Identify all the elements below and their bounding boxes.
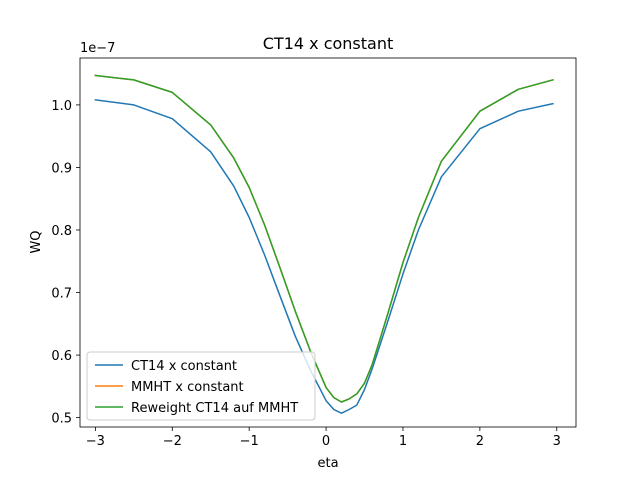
- x-axis-label: eta: [317, 456, 338, 471]
- x-tick-label: −1: [240, 434, 259, 449]
- y-offset-label: 1e−7: [80, 41, 115, 56]
- x-axis: −3 −2 −1 0 1 2 3: [86, 427, 561, 449]
- chart-title: CT14 x constant: [263, 34, 394, 53]
- legend-label-1: CT14 x constant: [131, 359, 237, 374]
- y-tick-label: 0.9: [51, 161, 72, 176]
- x-tick-label: 2: [476, 434, 484, 449]
- series-line-3: [94, 74, 554, 403]
- y-tick-label: 0.5: [51, 412, 72, 427]
- y-axis-label: WQ: [29, 230, 44, 253]
- y-axis: 0.5 0.6 0.7 0.8 0.9 1.0: [51, 99, 80, 427]
- plot-frame: [79, 57, 577, 428]
- y-tick-label: 1.0: [51, 99, 72, 114]
- legend: CT14 x constant MMHT x constant Reweight C…: [86, 351, 316, 421]
- plot-lines: [94, 74, 554, 414]
- x-tick-label: 1: [399, 434, 407, 449]
- y-tick-label: 0.7: [51, 287, 72, 302]
- x-tick-label: −2: [163, 434, 182, 449]
- legend-label-2: MMHT x constant: [131, 380, 244, 395]
- x-tick-label: 3: [553, 434, 561, 449]
- x-tick-label: −3: [86, 434, 105, 449]
- series-line-1: [94, 99, 554, 414]
- legend-box: [86, 351, 316, 421]
- legend-label-3: Reweight CT14 auf MMHT: [131, 401, 298, 416]
- y-tick-label: 0.6: [51, 349, 72, 364]
- x-tick-label: 0: [322, 434, 330, 449]
- y-tick-label: 0.8: [51, 224, 72, 239]
